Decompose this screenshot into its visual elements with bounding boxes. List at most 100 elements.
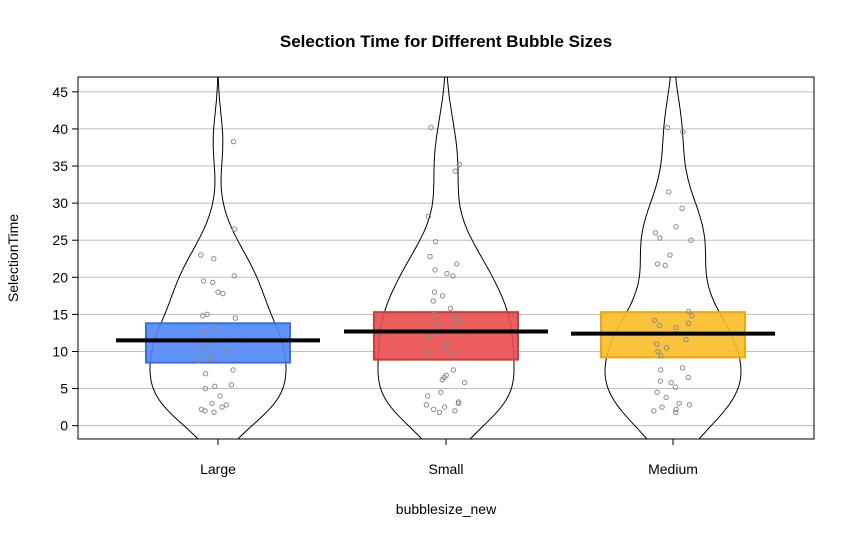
data-point (664, 124, 671, 131)
data-point (202, 371, 209, 377)
y-tick-label: 10 (52, 343, 68, 359)
data-point (426, 335, 432, 341)
data-point (654, 341, 660, 347)
y-tick-label: 5 (60, 381, 68, 397)
data-point (683, 336, 689, 343)
y-tick-label: 20 (52, 269, 68, 285)
data-point (230, 367, 236, 373)
data-point (202, 408, 208, 414)
data-point (654, 389, 660, 395)
data-point (436, 409, 443, 415)
data-point (223, 402, 230, 408)
data-point (423, 350, 430, 356)
data-point (663, 345, 670, 351)
data-point (232, 226, 238, 232)
data-point (672, 384, 679, 390)
data-point (430, 311, 437, 318)
data-point (657, 235, 663, 241)
data-point (444, 270, 450, 277)
data-point (430, 298, 437, 304)
data-point (232, 315, 239, 321)
data-point (651, 317, 658, 324)
data-point (685, 374, 691, 381)
data-point (424, 393, 431, 399)
data-point (202, 385, 209, 392)
data-point (432, 238, 439, 245)
data-point (430, 406, 437, 413)
group-large (116, 76, 320, 440)
data-point (196, 357, 202, 364)
data-point (652, 230, 659, 236)
data-point (663, 394, 669, 401)
data-point (657, 378, 664, 384)
data-point (679, 205, 685, 211)
data-point (456, 319, 463, 325)
data-point (212, 383, 218, 390)
data-point (428, 124, 434, 131)
data-point (455, 400, 462, 407)
data-point (447, 305, 454, 312)
y-tick-label: 15 (52, 306, 68, 322)
data-point (673, 325, 679, 331)
data-point (659, 404, 665, 410)
data-point (655, 348, 661, 355)
data-point (432, 267, 438, 273)
hdi-band (145, 322, 291, 364)
data-point (456, 161, 463, 168)
data-point (210, 279, 216, 286)
data-point (452, 315, 458, 321)
plot-border (77, 76, 815, 440)
data-point (656, 322, 663, 329)
chart-title: Selection Time for Different Bubble Size… (280, 32, 612, 51)
data-point (654, 261, 661, 267)
data-point (686, 308, 692, 315)
data-point (438, 389, 444, 395)
y-axis-ticks: 0 5 10 15 20 25 30 35 40 45 (52, 84, 78, 434)
data-point (211, 409, 217, 415)
y-axis-label: SelectionTime (5, 214, 21, 302)
data-point (224, 348, 230, 355)
violin-outline (377, 76, 515, 440)
data-point (200, 313, 206, 319)
data-point (209, 400, 215, 407)
data-point (668, 379, 674, 386)
data-point (666, 189, 672, 195)
y-tick-label: 30 (52, 195, 68, 211)
data-point (231, 273, 237, 279)
groups (116, 76, 775, 440)
y-tick-label: 25 (52, 232, 68, 248)
data-point (198, 252, 204, 258)
data-point (673, 224, 679, 230)
data-point (220, 290, 226, 297)
data-point (215, 289, 221, 295)
data-point (434, 322, 440, 329)
data-point (662, 262, 668, 269)
data-point (452, 408, 458, 414)
data-point (676, 400, 682, 407)
data-point (449, 352, 455, 358)
y-tick-label: 45 (52, 84, 68, 100)
data-point (207, 356, 213, 362)
violin-outline (604, 76, 742, 440)
data-point (441, 345, 448, 351)
data-point (230, 138, 237, 145)
data-point (439, 293, 446, 299)
data-point (680, 129, 686, 135)
data-point (431, 289, 438, 295)
violin-outline (149, 76, 287, 440)
x-tick-label: Medium (648, 461, 698, 477)
data-point (423, 402, 430, 408)
data-point (658, 353, 664, 359)
data-point (207, 353, 213, 360)
data-point (673, 406, 679, 413)
data-point (211, 326, 217, 332)
data-point (657, 367, 664, 373)
data-point (452, 168, 458, 174)
x-tick-label: Large (200, 461, 236, 477)
data-point (679, 365, 686, 371)
x-axis-label: bubblesize_new (396, 501, 497, 517)
data-point (689, 313, 695, 319)
data-point (461, 379, 468, 386)
data-point (651, 408, 657, 414)
hdi-band (373, 311, 519, 361)
